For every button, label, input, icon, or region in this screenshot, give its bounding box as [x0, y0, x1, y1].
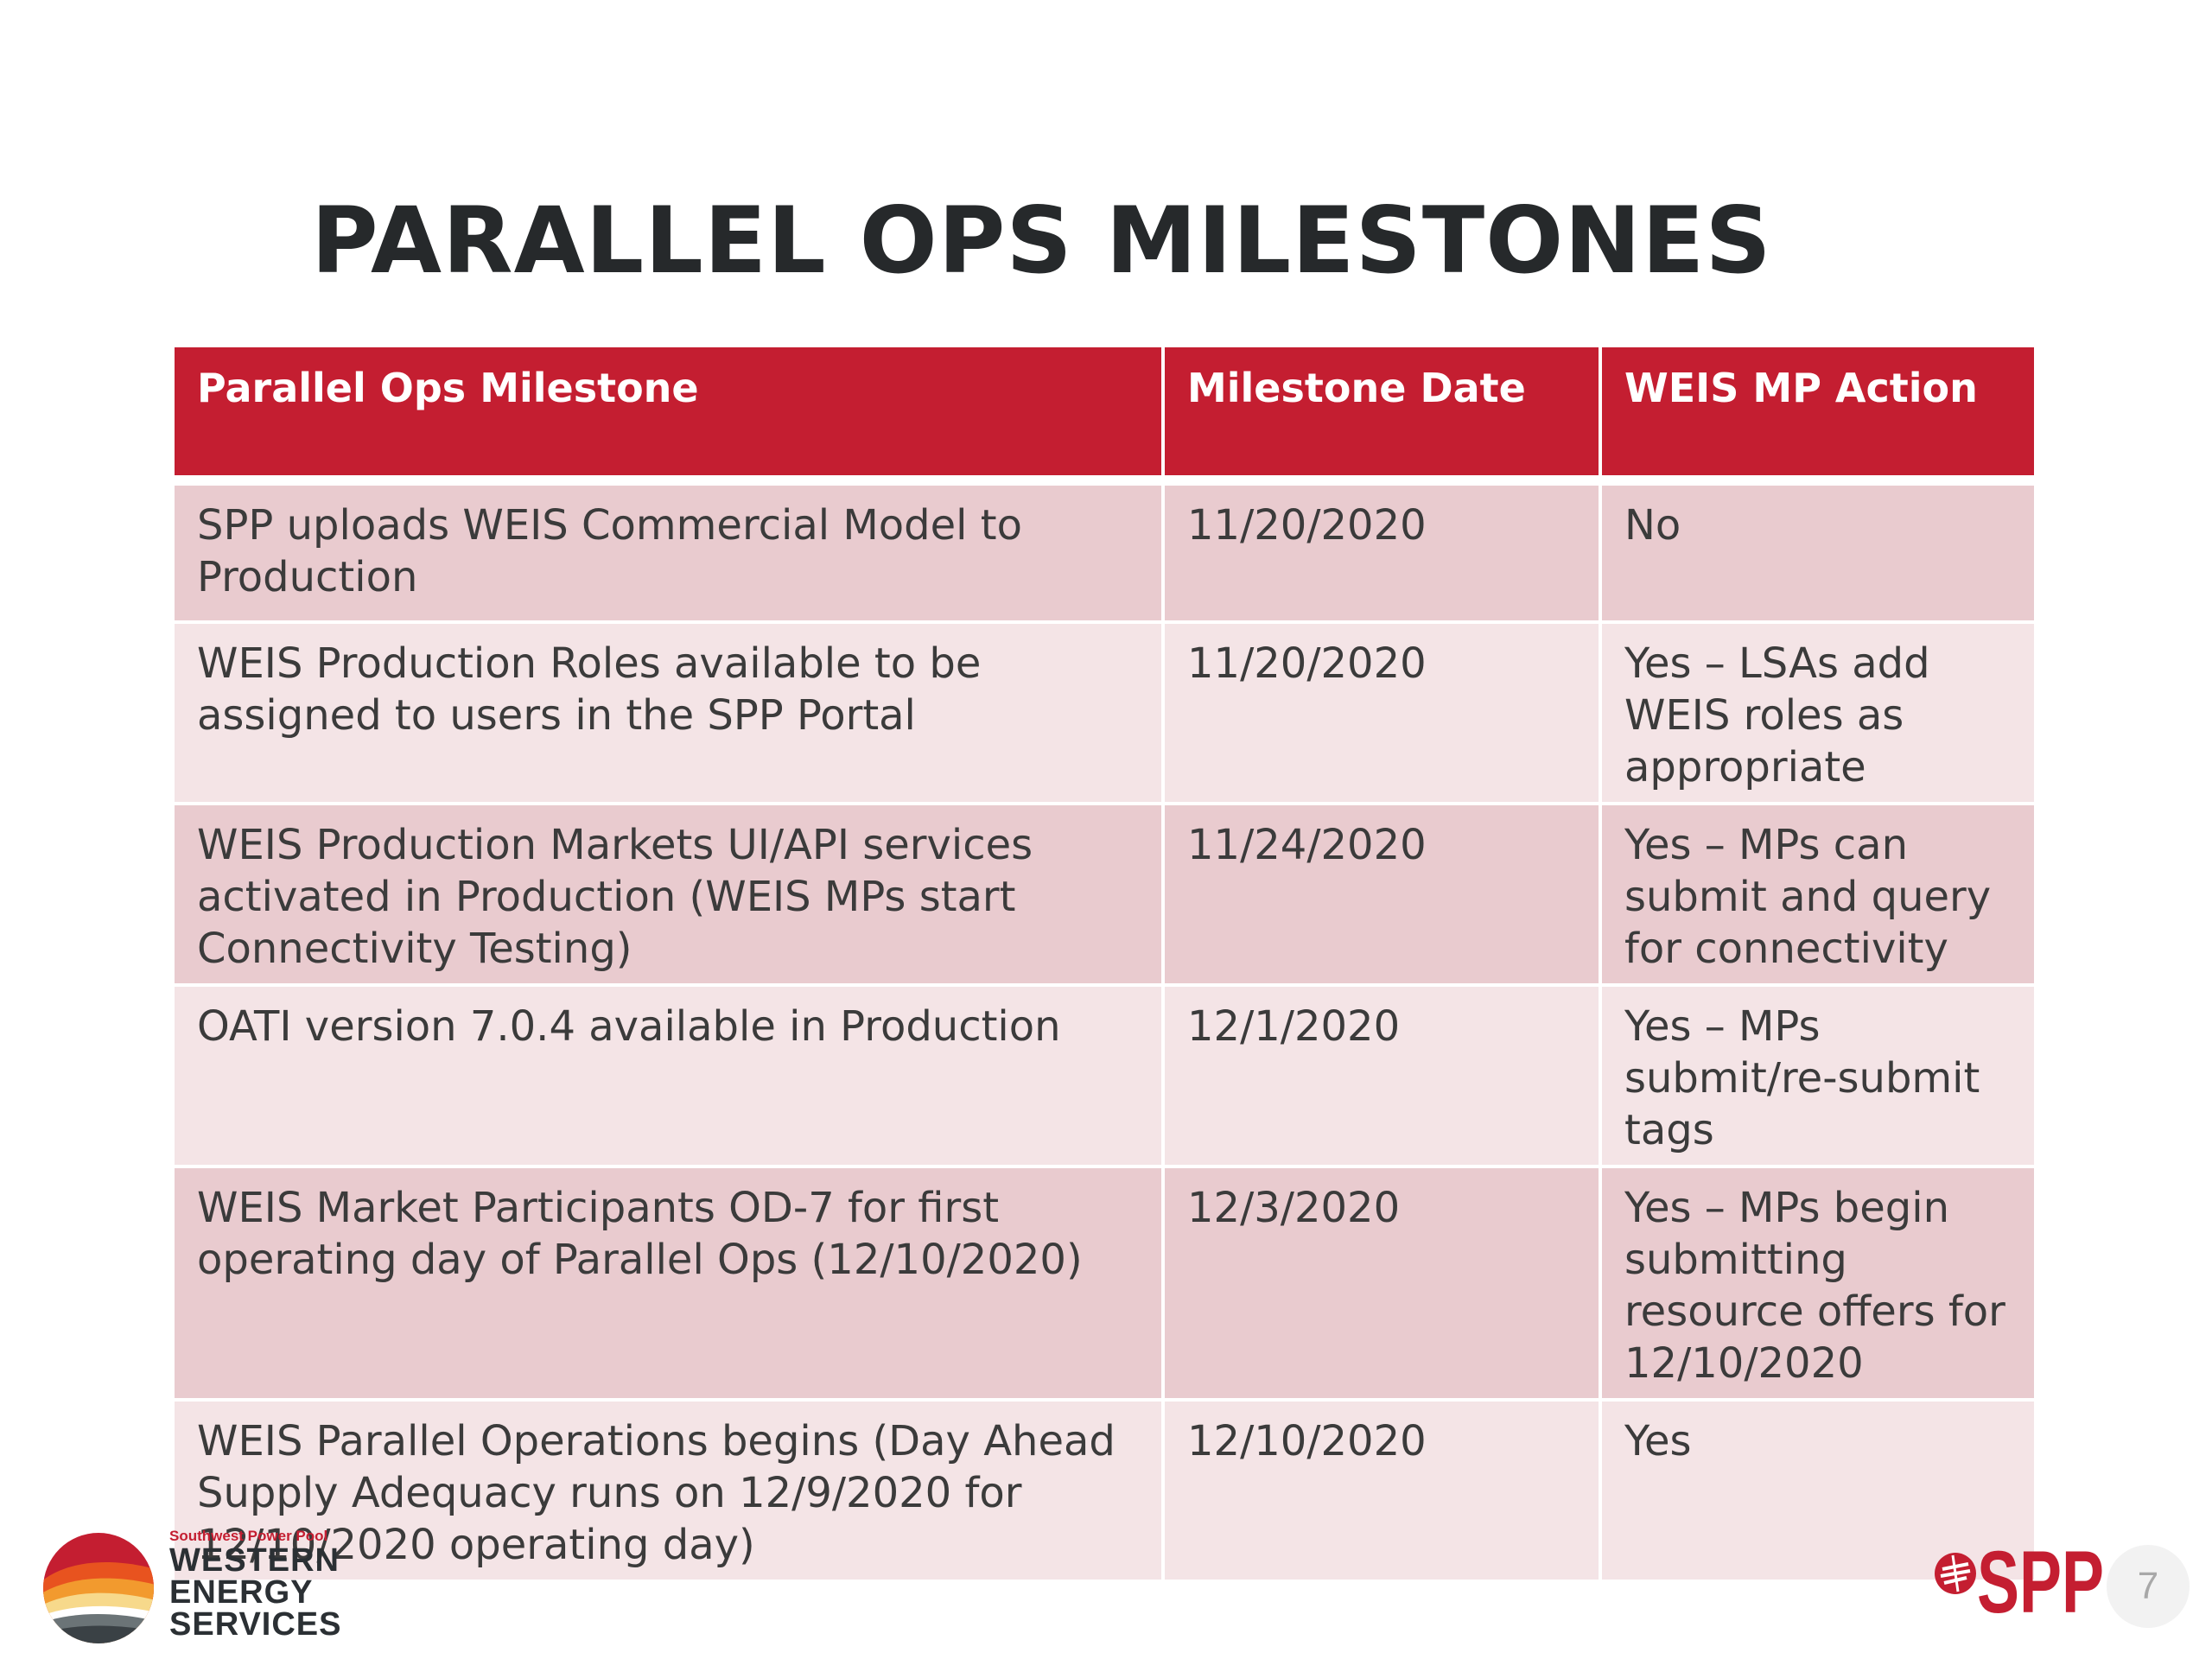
spp-logo-text: SPP [1977, 1533, 2104, 1631]
page-number: 7 [2107, 1545, 2190, 1628]
date-cell: 11/24/2020 [1161, 802, 1602, 987]
wes-logo-subtitle: Southwest Power Pool [169, 1528, 328, 1544]
table-row: WEIS Production Markets UI/API services … [171, 802, 2037, 987]
milestone-cell: OATI version 7.0.4 available in Producti… [171, 983, 1165, 1168]
wes-emblem-icon [43, 1533, 154, 1643]
table-row: WEIS Market Participants OD-7 for first … [171, 1165, 2037, 1402]
table-row: WEIS Production Roles available to be as… [171, 620, 2037, 805]
milestone-cell: WEIS Production Markets UI/API services … [171, 802, 1165, 987]
date-cell: 12/1/2020 [1161, 983, 1602, 1168]
spp-logo: SPP [1932, 1535, 2104, 1630]
table-row: OATI version 7.0.4 available in Producti… [171, 983, 2037, 1168]
milestone-cell: WEIS Market Participants OD-7 for first … [171, 1165, 1165, 1402]
date-cell: 11/20/2020 [1161, 620, 1602, 805]
western-energy-services-logo: Southwest Power Pool WESTERN ENERGY SERV… [41, 1528, 378, 1649]
wes-logo-line-energy: ENERGY [169, 1574, 314, 1611]
date-cell: 12/10/2020 [1161, 1398, 1602, 1583]
wes-logo-line-western: WESTERN [169, 1542, 340, 1579]
date-cell: 12/3/2020 [1161, 1165, 1602, 1402]
action-cell: Yes – LSAs add WEIS roles as appropriate [1599, 620, 2037, 805]
table-row: SPP uploads WEIS Commercial Model to Pro… [171, 479, 2037, 624]
column-header-action: WEIS MP Action [1599, 344, 2037, 486]
action-cell: Yes – MPs can submit and query for conne… [1599, 802, 2037, 987]
action-cell: Yes – MPs begin submitting resource offe… [1599, 1165, 2037, 1402]
milestones-table: Parallel Ops Milestone Milestone Date WE… [171, 344, 2037, 1583]
action-cell: Yes [1599, 1398, 2037, 1583]
milestone-cell: WEIS Parallel Operations begins (Day Ahe… [171, 1398, 1165, 1583]
slide-title: PARALLEL OPS MILESTONES [311, 188, 1772, 294]
table-header-row: Parallel Ops Milestone Milestone Date WE… [171, 344, 2037, 486]
table-row: WEIS Parallel Operations begins (Day Ahe… [171, 1398, 2037, 1583]
action-cell: Yes – MPs submit/re-submit tags [1599, 983, 2037, 1168]
action-cell: No [1599, 479, 2037, 624]
column-header-date: Milestone Date [1161, 344, 1602, 486]
wes-logo-line-services: SERVICES [169, 1606, 342, 1643]
milestone-cell: WEIS Production Roles available to be as… [171, 620, 1165, 805]
milestone-cell: SPP uploads WEIS Commercial Model to Pro… [171, 479, 1165, 624]
spp-symbol-icon [1935, 1553, 1976, 1594]
date-cell: 11/20/2020 [1161, 479, 1602, 624]
column-header-milestone: Parallel Ops Milestone [171, 344, 1165, 486]
